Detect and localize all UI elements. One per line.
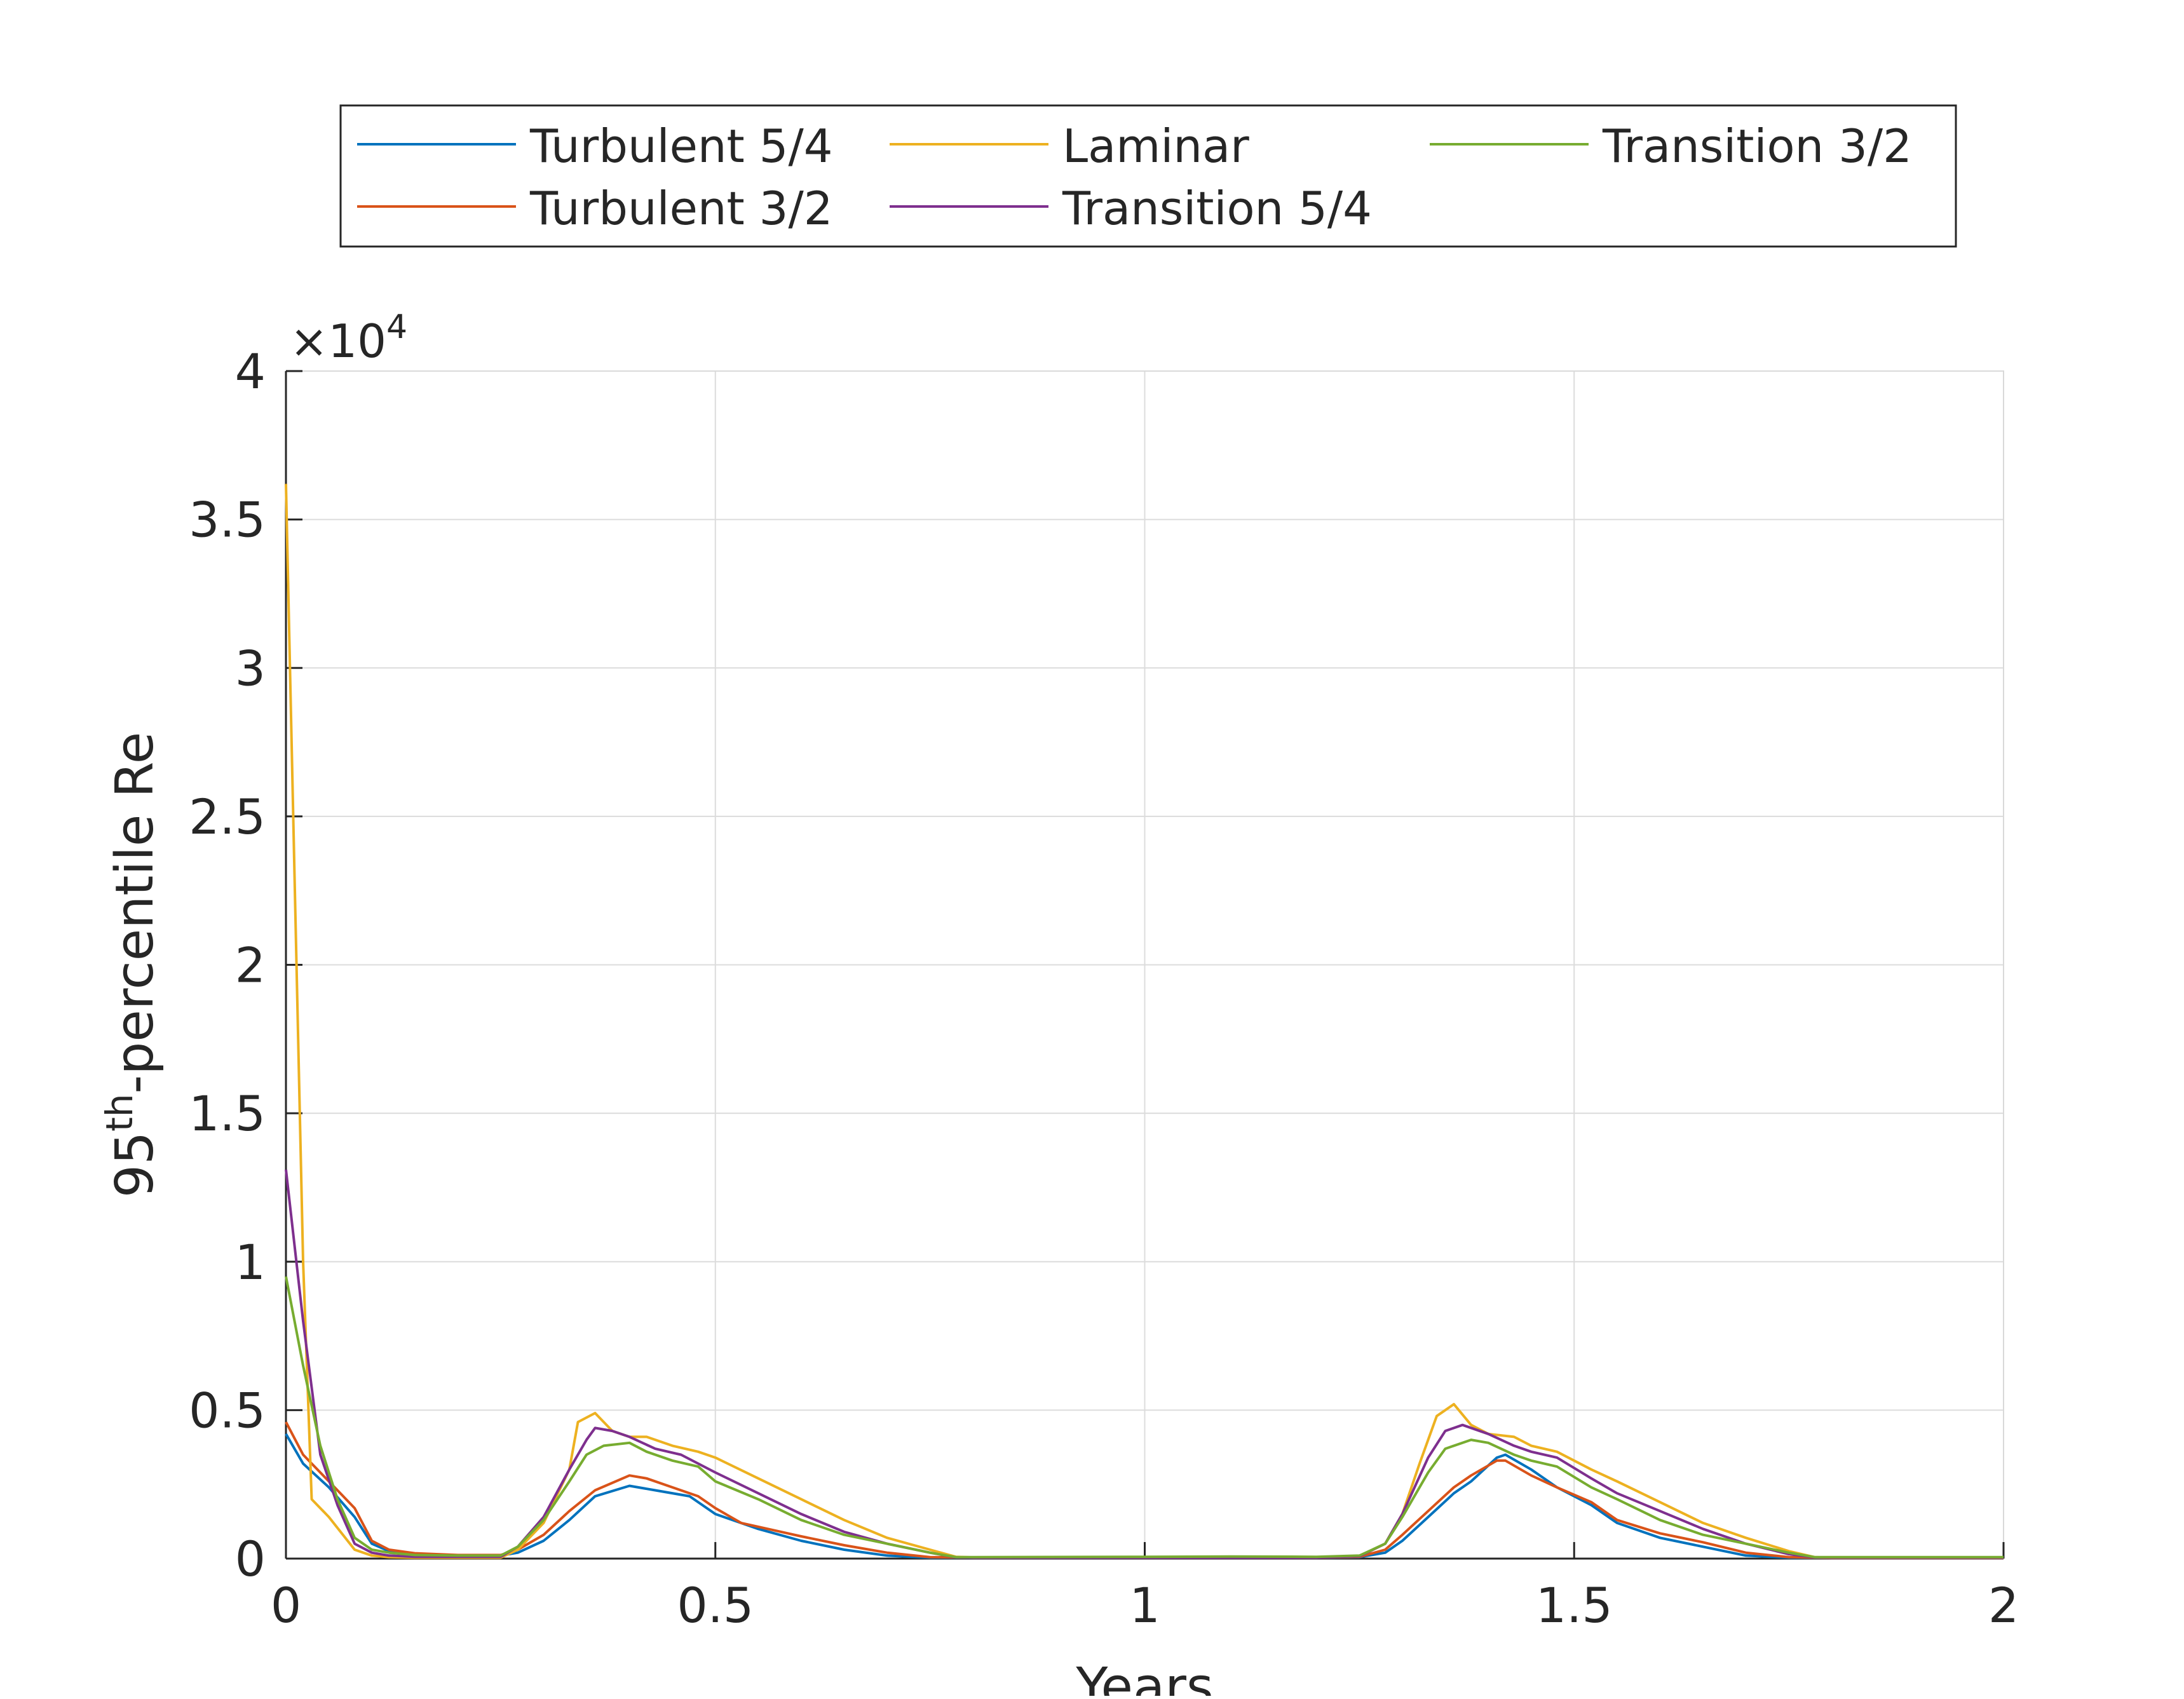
y-tick-label: 2 (235, 937, 266, 994)
y-tick-label: 4 (235, 343, 266, 400)
series-line (285, 1276, 2004, 1559)
x-tick-label: 2 (1988, 1577, 2019, 1634)
y-tick-label: 1 (235, 1234, 266, 1290)
y-tick-label: 0 (235, 1531, 266, 1587)
y-axis-label: 95th-percentile Re (98, 732, 165, 1198)
y-exponent-prefix: ×10 (290, 315, 386, 368)
series-layer (285, 484, 2004, 1560)
x-tick-label: 1.5 (1536, 1577, 1613, 1634)
y-axis-exponent: ×104 (290, 308, 407, 368)
legend-box (339, 104, 1957, 248)
y-label-rest: -percentile Re (105, 732, 165, 1093)
x-axis-label: Years (1075, 1657, 1213, 1696)
tick-labels: 0 0.5 1 1.5 2 0 0.5 1 1.5 2 2.5 3 3.5 4 (189, 343, 2019, 1634)
legend-entry: Turbulent 5/4 (529, 119, 833, 173)
legend: Turbulent 5/4 Laminar Transition 3/2 Turbul… (339, 104, 1957, 248)
y-tick-label: 2.5 (189, 789, 266, 845)
y-tick-label: 0.5 (189, 1382, 266, 1438)
y-tick-label: 3.5 (189, 492, 266, 548)
x-tick-label: 1 (1129, 1577, 1160, 1634)
y-tick-label: 1.5 (189, 1085, 266, 1142)
y-tick-label: 3 (235, 640, 266, 696)
legend-entry: Laminar (1062, 119, 1249, 173)
y-label-base: 95 (105, 1132, 165, 1198)
legend-entry: Turbulent 3/2 (529, 182, 833, 235)
legend-entry: Transition 3/2 (1602, 119, 1912, 173)
legend-entry: Transition 5/4 (1062, 182, 1372, 235)
y-exponent-power: 4 (386, 308, 407, 346)
y-label-superscript: th (98, 1093, 141, 1132)
x-tick-label: 0 (271, 1577, 301, 1634)
x-tick-label: 0.5 (677, 1577, 754, 1634)
